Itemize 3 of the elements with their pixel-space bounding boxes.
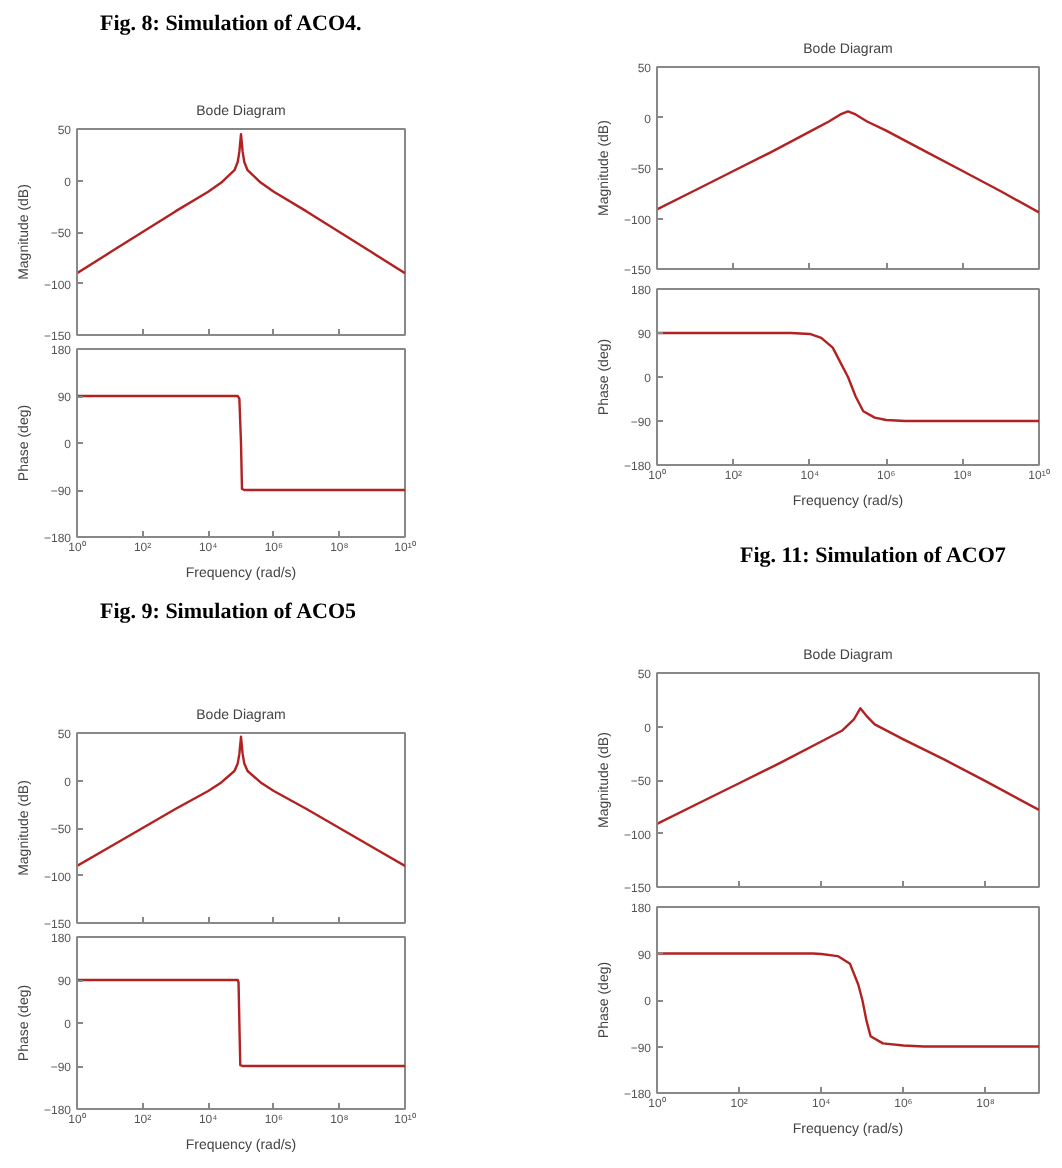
caption: Fig. 8: Simulation of ACO4. [100,10,362,40]
caption: Fig. 11: Simulation of ACO7 [740,542,1006,572]
caption: Fig. 9: Simulation of ACO5 [100,598,357,628]
